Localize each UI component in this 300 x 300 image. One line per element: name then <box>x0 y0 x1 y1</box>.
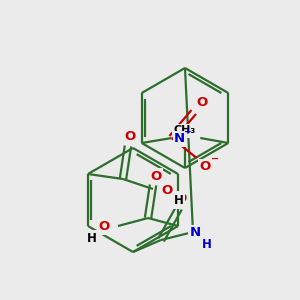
Text: O: O <box>196 97 207 110</box>
Text: CH₃: CH₃ <box>174 127 196 137</box>
Text: O: O <box>199 160 210 173</box>
Text: N: N <box>174 133 185 146</box>
Text: O: O <box>161 184 172 196</box>
Text: H: H <box>87 232 97 244</box>
Text: O: O <box>124 130 136 143</box>
Text: CH₃: CH₃ <box>173 125 195 135</box>
Text: O: O <box>176 193 187 206</box>
Text: −: − <box>211 154 219 164</box>
Text: +: + <box>184 127 191 136</box>
Text: O: O <box>98 220 110 233</box>
Text: O: O <box>150 169 162 182</box>
Text: H: H <box>202 238 212 250</box>
Text: H: H <box>174 194 184 208</box>
Text: N: N <box>189 226 201 239</box>
